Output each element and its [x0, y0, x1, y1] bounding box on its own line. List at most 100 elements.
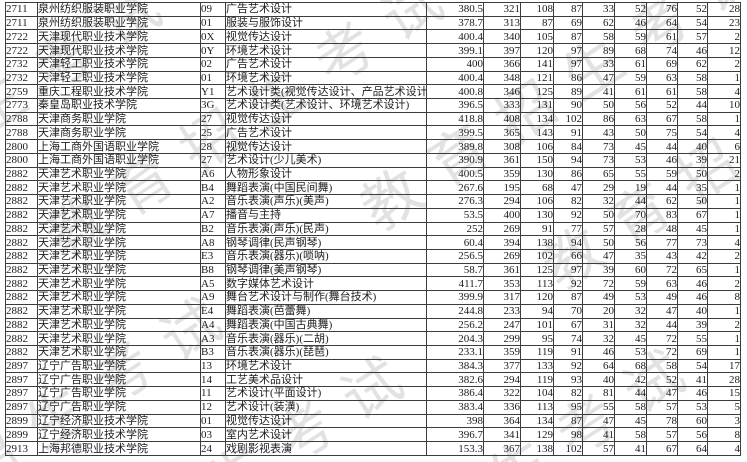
score-cell: 134 [520, 413, 554, 429]
major-code-cell: A7 [200, 207, 226, 223]
score-cell: 57 [582, 221, 615, 237]
major-name-cell: 工艺美术品设计 [225, 372, 427, 388]
major-code-cell: A3 [200, 331, 226, 346]
score-cell: 83 [646, 207, 678, 223]
score-cell: 91 [553, 125, 583, 141]
score-cell: 398 [426, 413, 484, 429]
score-cell: 82 [553, 386, 583, 401]
score-cell: 50 [582, 98, 615, 113]
major-name-cell: 视觉传达设计 [225, 111, 427, 127]
score-cell: 47 [582, 70, 615, 86]
score-cell: 138 [520, 441, 554, 456]
score-cell: 125 [520, 262, 554, 278]
major-code-cell: 28 [200, 139, 226, 154]
score-cell: 46 [582, 344, 615, 360]
score-cell: 98 [553, 427, 583, 442]
score-cell: 70 [553, 303, 583, 319]
school-code-cell: 2882 [5, 276, 38, 292]
score-cell: 57 [677, 29, 708, 45]
score-cell: 150 [520, 152, 554, 168]
score-cell: 93 [553, 372, 583, 388]
score-cell: 336 [483, 399, 521, 415]
score-cell: 269 [483, 248, 521, 264]
school-code-cell: 2882 [5, 180, 38, 196]
score-cell: 195 [483, 180, 521, 196]
score-cell: 74 [646, 43, 678, 58]
score-cell: 68 [614, 358, 647, 374]
major-name-cell: 艺术设计(装潢) [225, 399, 427, 415]
score-cell: 119 [520, 344, 554, 360]
score-cell: 130 [520, 166, 554, 182]
school-name-cell: 泉州纺织服装职业学院 [37, 15, 201, 31]
major-code-cell: B4 [200, 180, 226, 196]
score-cell: 52 [646, 98, 678, 113]
score-cell: 41 [614, 441, 647, 456]
score-cell: 267.6 [426, 180, 484, 196]
score-cell: 102 [553, 441, 583, 456]
major-name-cell: 视觉传达设计 [225, 139, 427, 154]
school-code-cell: 2882 [5, 331, 38, 346]
score-cell: 106 [520, 139, 554, 154]
school-name-cell: 天津轻工职业技术学院 [37, 70, 201, 86]
table-row: 2882 天津艺术职业学院 A4 舞蹈表演(中国古典舞) 256.2 247 101 67 31… [5, 317, 741, 333]
major-code-cell: B2 [200, 221, 226, 237]
table-row: 2759 重庆工程职业技术学院 Y1 艺术设计类(视觉传达设计、产品艺术设计 400.8… [5, 84, 741, 100]
school-code-cell: 2732 [5, 70, 38, 86]
major-name-cell: 音乐表演(声乐)(民声) [225, 221, 427, 237]
major-name-cell: 数字媒体艺术设计 [225, 276, 427, 292]
score-cell: 74 [553, 331, 583, 346]
score-cell: 400.4 [426, 70, 484, 86]
score-cell: 40 [677, 139, 708, 154]
score-cell: 1 [707, 194, 741, 209]
score-cell: 47 [646, 386, 678, 401]
score-cell: 256.5 [426, 248, 484, 264]
score-cell: 4 [707, 125, 741, 141]
table-row: 2897 辽宁广告职业学院 11 艺术设计(平面设计) 386.4 322 104 82 81 4… [5, 386, 741, 401]
school-name-cell: 天津艺术职业学院 [37, 344, 201, 360]
score-cell: 28 [707, 372, 741, 388]
major-name-cell: 艺术设计(少儿美术) [225, 152, 427, 168]
score-cell: 20 [582, 303, 615, 319]
score-cell: 42 [677, 248, 708, 264]
major-code-cell: E4 [200, 303, 226, 319]
school-code-cell: 2882 [5, 166, 38, 182]
table-row: 2897 辽宁广告职业学院 12 艺术设计(装潢) 383.4 336 113 95 55 58 5… [5, 399, 741, 415]
score-cell: 340 [483, 29, 521, 45]
score-cell: 54 [677, 15, 708, 31]
school-name-cell: 天津艺术职业学院 [37, 207, 201, 223]
major-name-cell: 舞蹈表演(芭蕾舞) [225, 303, 427, 319]
score-cell: 396.7 [426, 427, 484, 442]
score-cell: 94 [553, 235, 583, 250]
score-cell: 346 [483, 84, 521, 100]
score-cell: 256.2 [426, 317, 484, 333]
major-code-cell: 01 [200, 70, 226, 86]
major-name-cell: 音乐表演(声乐)(美声) [225, 194, 427, 209]
score-cell: 92 [553, 276, 583, 292]
table-row: 2882 天津艺术职业学院 A3 音乐表演(器乐)(二胡) 204.3 299 95 74 32… [5, 331, 741, 346]
score-cell: 361 [483, 152, 521, 168]
school-code-cell: 2711 [5, 2, 38, 17]
major-code-cell: A9 [200, 290, 226, 305]
score-cell: 399.5 [426, 125, 484, 141]
score-cell: 361 [483, 262, 521, 278]
score-cell: 95 [520, 331, 554, 346]
table-row: 2722 天津现代职业技术学院 0Y 环境艺术设计 399.1 397 120 97 89 68 7… [5, 43, 741, 58]
score-cell: 47 [553, 180, 583, 196]
table-row: 2773 秦皇岛职业技术学院 3G 艺术设计类(艺术设计、环境艺术设计) 396.5 33… [5, 98, 741, 113]
school-name-cell: 天津艺术职业学院 [37, 248, 201, 264]
score-cell: 104 [520, 386, 554, 401]
score-cell: 67 [646, 441, 678, 456]
score-cell: 60 [677, 413, 708, 429]
school-code-cell: 2897 [5, 358, 38, 374]
school-name-cell: 秦皇岛职业技术学院 [37, 98, 201, 113]
major-code-cell: 03 [200, 427, 226, 442]
score-cell: 59 [646, 166, 678, 182]
score-cell: 95 [553, 399, 583, 415]
school-code-cell: 2882 [5, 290, 38, 305]
school-code-cell: 2897 [5, 399, 38, 415]
score-cell: 69 [553, 15, 583, 31]
school-name-cell: 辽宁广告职业学院 [37, 372, 201, 388]
score-cell: 54 [677, 358, 708, 374]
score-cell: 56 [614, 235, 647, 250]
major-code-cell: Y1 [200, 84, 226, 100]
